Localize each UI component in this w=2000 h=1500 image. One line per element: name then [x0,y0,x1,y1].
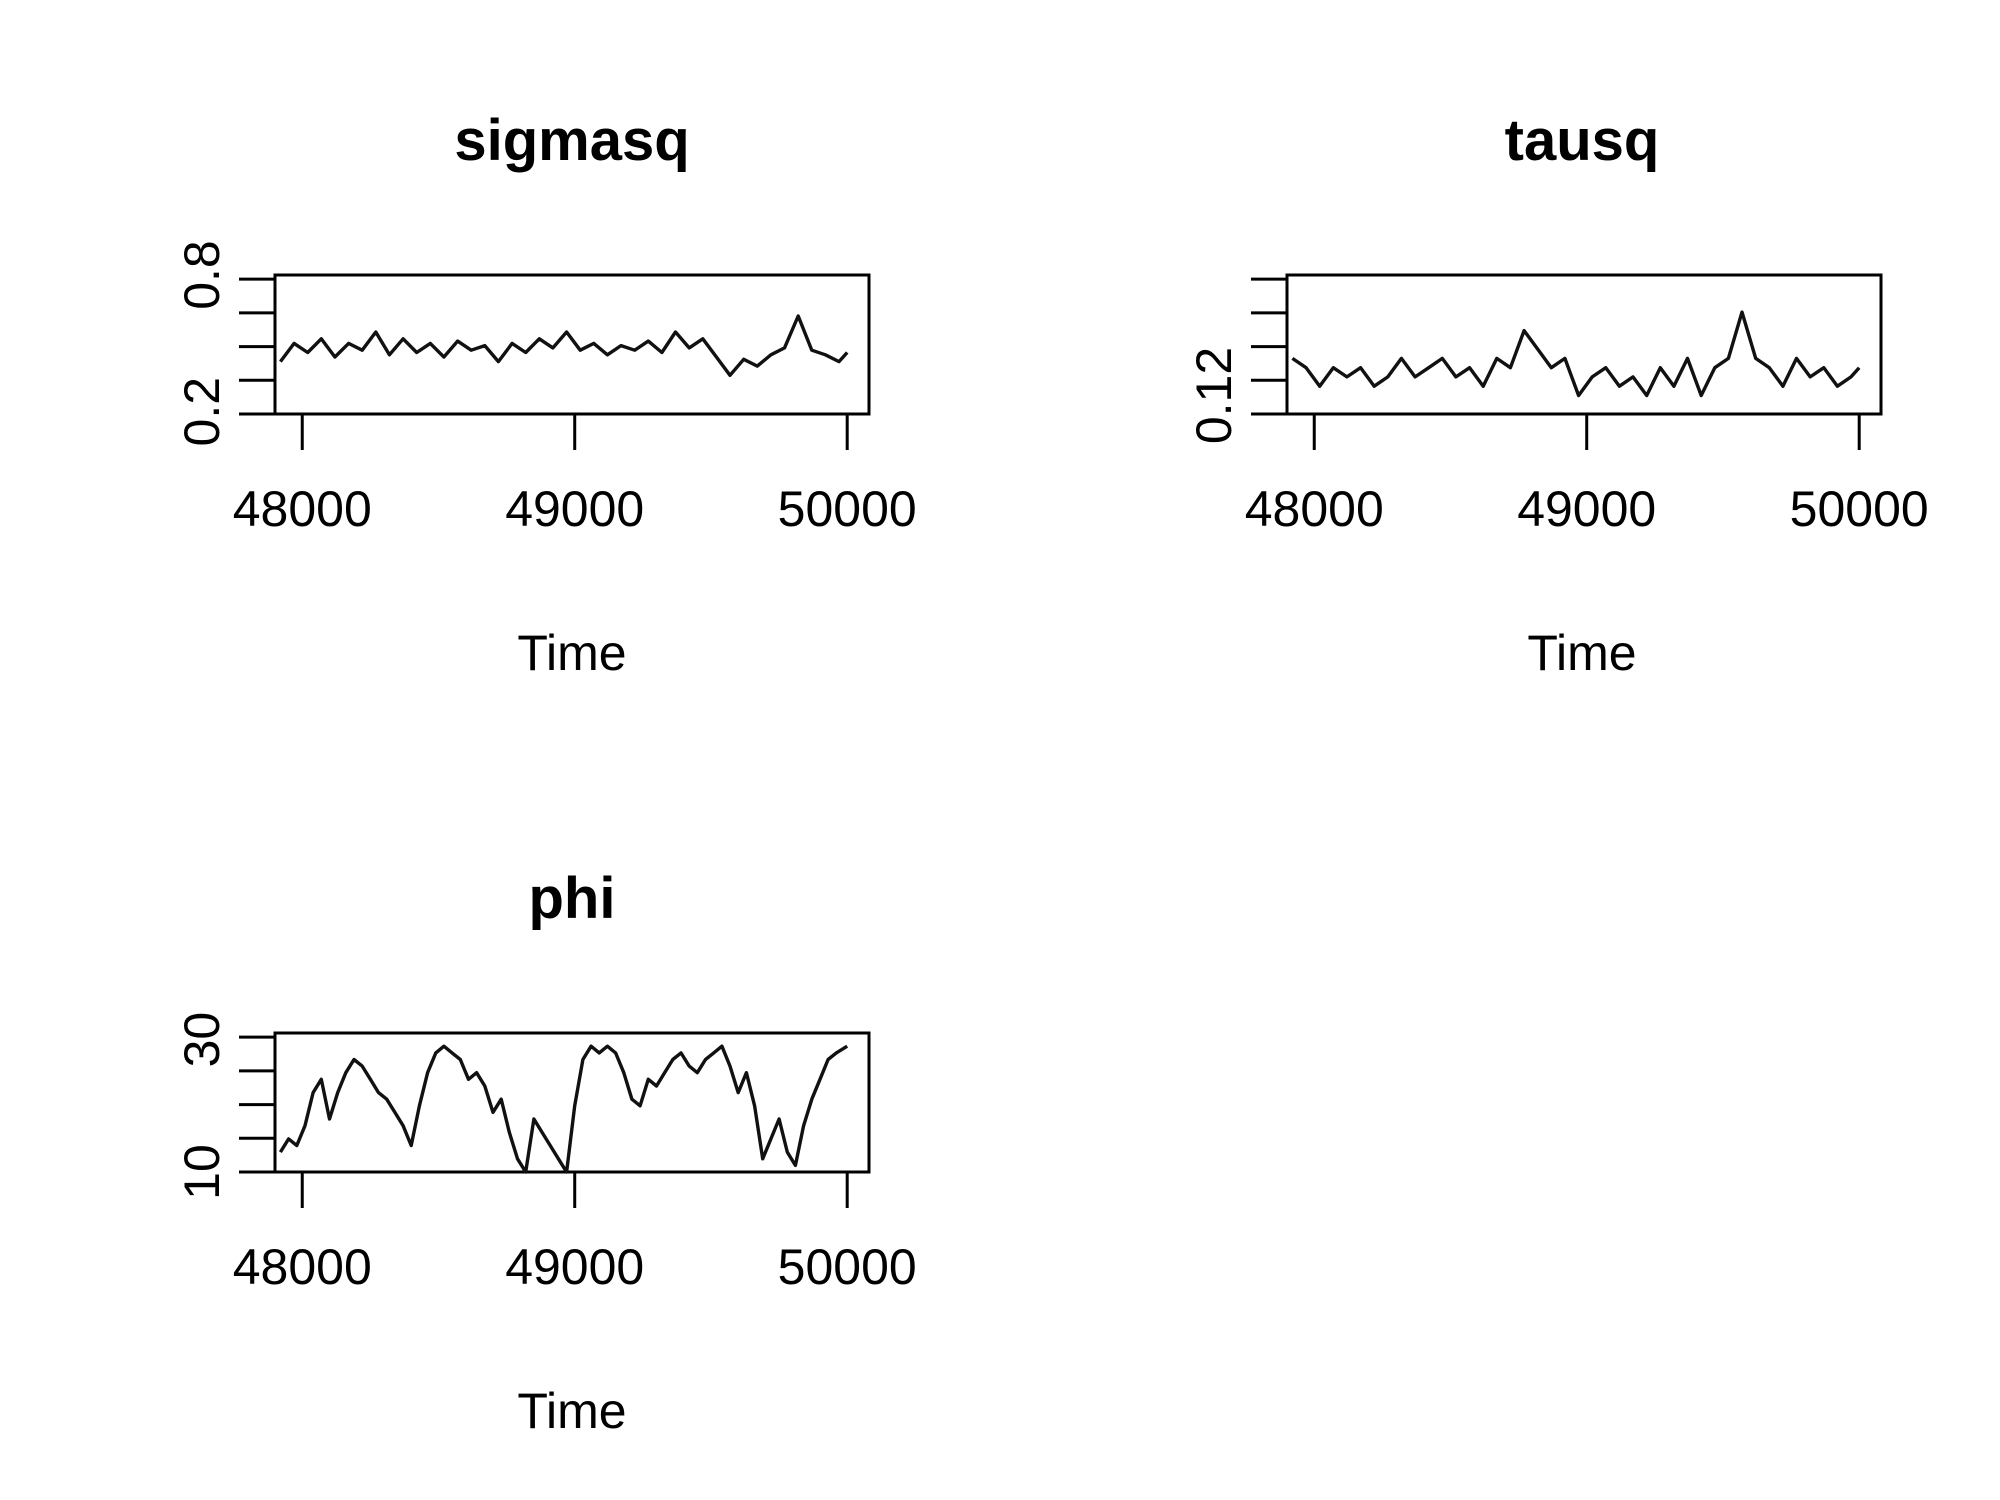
x-axis-label: Time [1527,625,1636,681]
plot-frame [273,273,871,416]
plot-frame [273,1031,871,1174]
trace-marks: 48000 49000 50000 0.2 0.8 [174,240,917,537]
y-tick-label: 0.8 [174,240,230,310]
x-tick-label: 49000 [505,1239,644,1295]
x-tick-label: 50000 [1790,481,1929,537]
x-tick-label: 50000 [778,1239,917,1295]
x-tick-label: 49000 [1517,481,1656,537]
series-line [1291,310,1861,398]
phi-panel: phi 48000 49000 50000 10 30 Time [174,866,917,1439]
chart-title: sigmasq [454,108,689,173]
series-line [278,1044,849,1174]
y-tick-label: 10 [174,1144,230,1200]
x-axis-label: Time [517,1383,626,1439]
x-tick-label: 49000 [505,481,644,537]
x-tick-label: 48000 [1245,481,1384,537]
trace-marks: 48000 49000 50000 0.12 [1186,277,1929,537]
x-axis-label: Time [517,625,626,681]
x-tick-label: 50000 [778,481,917,537]
chart-title: tausq [1505,108,1660,173]
y-tick-label: 0.2 [174,377,230,447]
y-tick-label: 30 [174,1012,230,1068]
sigmasq-panel: sigmasq 48000 49000 50000 0.2 0.8 Time [174,108,917,681]
plot-frame [1285,273,1883,416]
chart-title: phi [529,866,616,931]
x-tick-label: 48000 [233,1239,372,1295]
trace-marks: 48000 49000 50000 10 30 [174,1012,917,1295]
x-tick-label: 48000 [233,481,372,537]
y-tick-label: 0.12 [1186,347,1242,444]
tausq-panel: tausq 48000 49000 50000 0.12 Time [1186,108,1929,681]
series-line [279,314,849,377]
